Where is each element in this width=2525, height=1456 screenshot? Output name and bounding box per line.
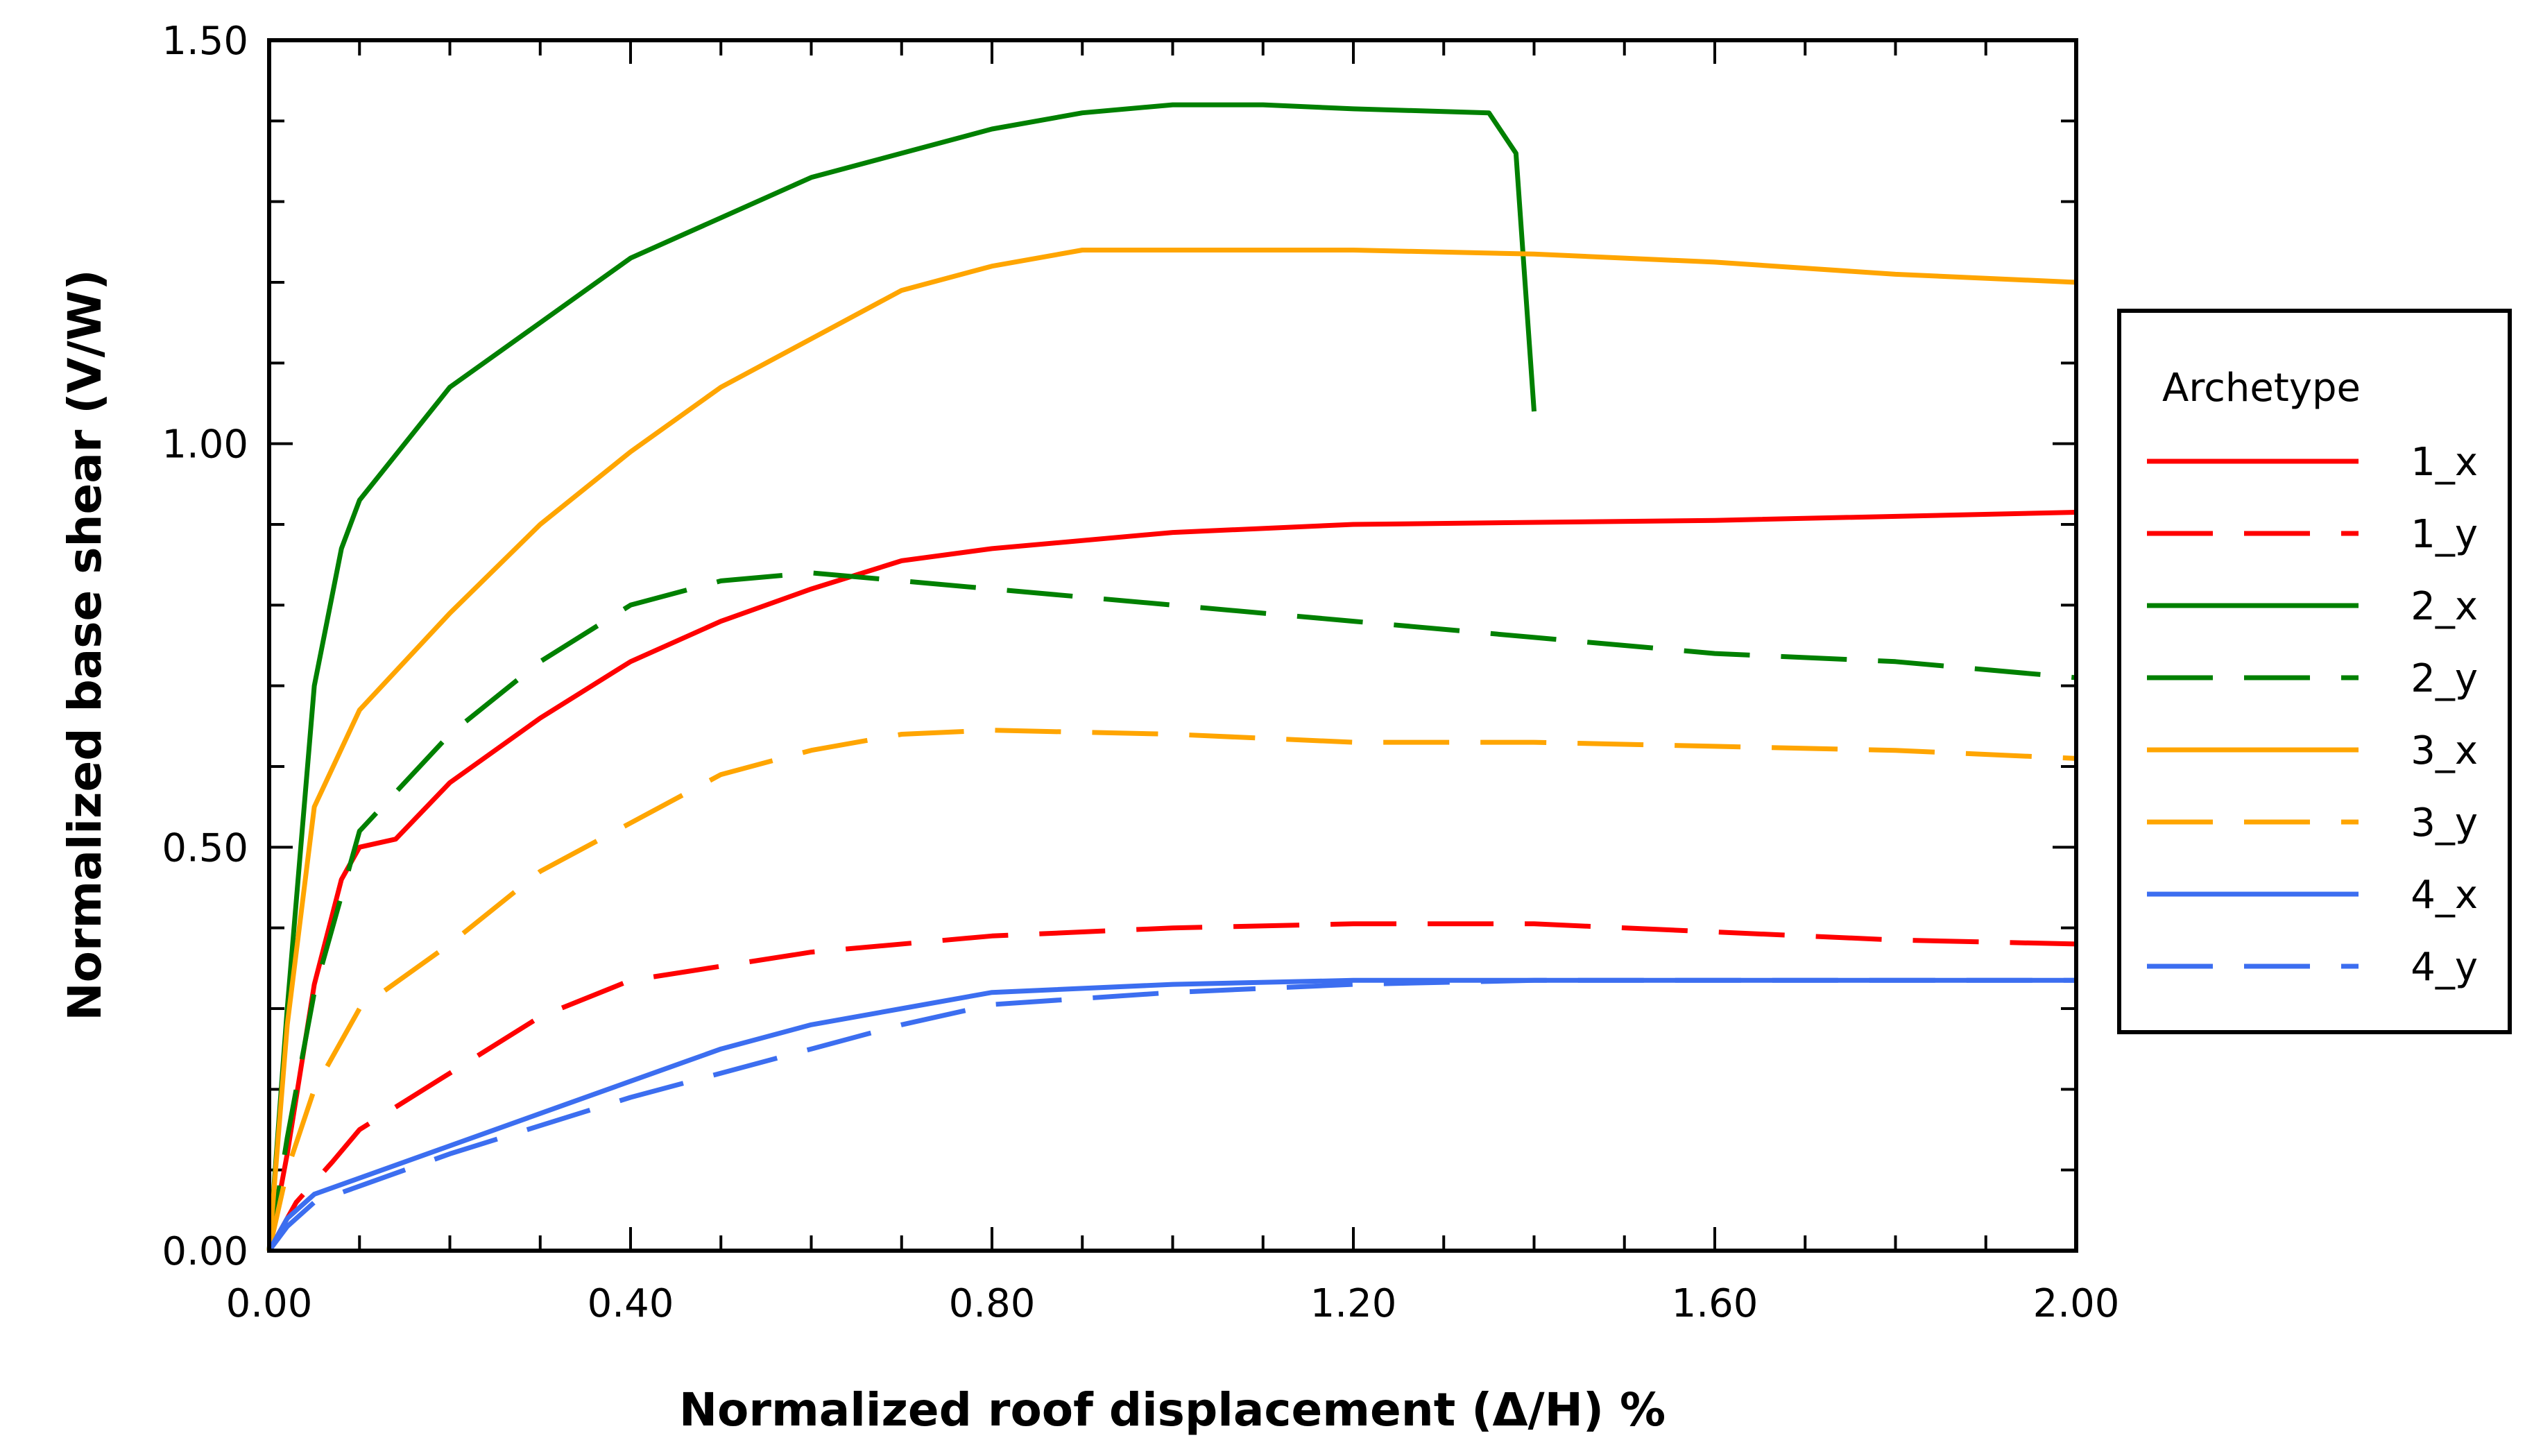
y-tick-label: 0.00 (162, 1229, 248, 1274)
series-line-3_y (266, 728, 2077, 1251)
x-tick-label: 2.00 (2033, 1281, 2120, 1326)
x-tick-label: 1.60 (1672, 1281, 1758, 1326)
legend-label-4_x: 4_x (2411, 873, 2478, 918)
series-line-1_y (266, 921, 2077, 1252)
x-tick-label: 0.40 (588, 1281, 674, 1326)
series-line-3_x (266, 248, 2077, 1251)
series-line-1_x (266, 510, 2077, 1251)
legend-label-2_x: 2_x (2411, 584, 2478, 629)
y-tick-labels: 0.00 0.50 1.00 1.50 (162, 19, 248, 1274)
legend-title: Archetype (2162, 366, 2361, 411)
legend-label-4_y: 4_y (2411, 945, 2478, 990)
y-tick-label: 0.50 (162, 825, 248, 871)
x-tick-label: 0.80 (949, 1281, 1036, 1326)
series-line-2_y (266, 570, 2077, 1251)
y-tick-label: 1.00 (162, 422, 248, 468)
axis-ticks (268, 39, 2078, 1252)
legend-label-1_y: 1_y (2411, 512, 2478, 557)
legend-label-1_x: 1_x (2411, 440, 2478, 485)
series-line-2_x (266, 102, 1537, 1251)
x-tick-labels: 0.00 0.40 0.80 1.20 1.60 2.00 (226, 1281, 2120, 1326)
x-tick-label: 1.20 (1310, 1281, 1397, 1326)
legend-label-2_y: 2_y (2411, 656, 2478, 701)
y-axis-title: Normalized base shear (V/W) (58, 269, 112, 1020)
legend-items: 1_x 1_y 2_x 2_y 3_x 3_y 4_x 4_y (2147, 440, 2478, 990)
y-tick-label: 1.50 (162, 19, 248, 64)
x-axis-title: Normalized roof displacement (Δ/H) % (679, 1383, 1666, 1437)
legend-frame (2117, 309, 2512, 1034)
x-tick-label: 0.00 (226, 1281, 313, 1326)
plot-background (269, 40, 2076, 1251)
legend: Archetype 1_x 1_y 2_x 2_y 3_x 3_y 4_x 4_y (2117, 309, 2512, 1034)
series-layer (266, 102, 2077, 1253)
legend-label-3_x: 3_x (2411, 728, 2478, 773)
series-line-4_y (267, 977, 2076, 1253)
plot-frame (267, 38, 2078, 1253)
legend-label-3_y: 3_y (2411, 800, 2478, 846)
